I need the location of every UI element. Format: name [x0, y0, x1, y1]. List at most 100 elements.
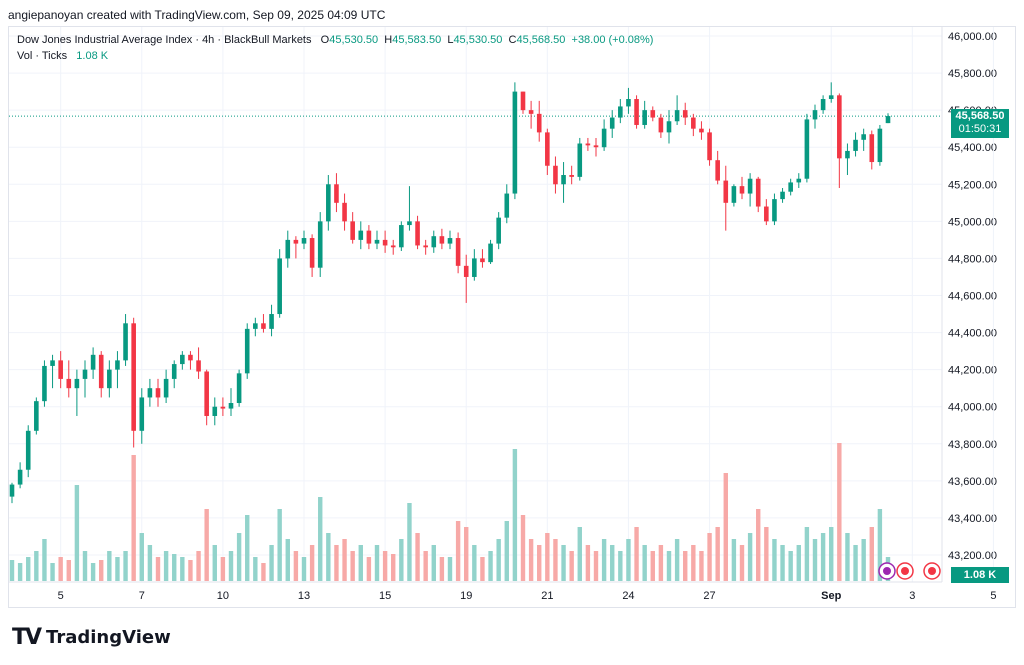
candle-body: [496, 217, 501, 244]
volume-bar: [374, 545, 380, 581]
volume-label[interactable]: Vol · Ticks: [17, 50, 68, 62]
symbol-label[interactable]: Dow Jones Industrial Average Index · 4h …: [17, 34, 312, 46]
candle-body: [691, 117, 696, 129]
volume-bar: [90, 563, 96, 581]
y-tick-label: 43,600.00: [948, 476, 997, 488]
volume-bar: [593, 551, 599, 581]
open-value: 45,530.50: [329, 34, 379, 46]
chart-frame[interactable]: [8, 26, 1016, 608]
candle-body: [220, 406, 226, 409]
candle-body: [188, 354, 193, 361]
y-tick-label: 44,600.00: [948, 291, 997, 303]
volume-bar: [731, 539, 737, 581]
candle-body: [731, 186, 737, 203]
candle-body: [536, 113, 542, 133]
us-flag-event-icon-dot: [928, 567, 936, 575]
candle-body: [415, 221, 420, 246]
candle-body: [715, 160, 720, 181]
volume-bar: [796, 545, 801, 581]
volume-bar: [723, 473, 728, 581]
candle-body: [269, 314, 274, 329]
candle-body: [488, 243, 493, 263]
candle-body: [107, 369, 112, 389]
volume-bar: [131, 455, 136, 581]
candle-body: [334, 184, 339, 203]
volume-bar: [50, 563, 55, 581]
candle-body: [439, 236, 445, 244]
x-tick-label: 13: [298, 590, 310, 602]
candle-body: [480, 258, 485, 263]
candle-body: [601, 128, 607, 148]
tradingview-logo[interactable]: TV TradingView: [12, 625, 171, 650]
high-label: H: [384, 34, 393, 46]
candle-body: [642, 110, 647, 125]
last-price-value: 45,568.50: [955, 110, 1005, 122]
candle-body: [593, 145, 599, 148]
volume-bar: [537, 545, 542, 581]
volume-bar: [829, 527, 834, 581]
candle-body: [50, 360, 55, 366]
volume-bar: [569, 551, 574, 581]
volume-bar: [496, 539, 501, 581]
volume-bar: [788, 551, 793, 581]
candle-body: [845, 150, 850, 159]
volume-bar: [699, 551, 704, 581]
volume-bar: [309, 545, 315, 581]
volume-bar: [853, 545, 858, 581]
volume-bar: [26, 557, 31, 581]
y-tick-label: 44,400.00: [948, 328, 997, 340]
volume-bar: [34, 551, 39, 581]
volume-bar: [342, 539, 347, 581]
volume-bar: [261, 563, 266, 581]
volume-bar: [439, 557, 445, 581]
candle-body: [163, 378, 169, 398]
candle-body: [253, 323, 258, 329]
chart-canvas[interactable]: 43,200.00 43,400.00 43,600.00 43,800.00 44,0…: [0, 0, 1024, 610]
volume-bar: [204, 509, 209, 581]
volume-bar: [99, 560, 104, 581]
volume-bar: [634, 527, 639, 581]
volume-bar: [277, 509, 282, 581]
candle-body: [861, 134, 866, 140]
close-value: 45,568.50: [516, 34, 566, 46]
candle-body: [658, 117, 664, 133]
volume-bar: [431, 545, 436, 581]
candle-body: [350, 221, 355, 240]
y-tick-label: 45,800.00: [948, 68, 997, 80]
candle-body: [553, 165, 558, 185]
volume-bar: [17, 563, 23, 581]
low-value: 45,530.50: [453, 34, 503, 46]
candle-body: [58, 360, 63, 379]
candle-body: [204, 371, 209, 416]
high-value: 45,583.50: [392, 34, 442, 46]
volume-bar: [82, 551, 88, 581]
candle-body: [650, 110, 656, 118]
volume-bar: [228, 551, 234, 581]
volume-bar: [626, 539, 631, 581]
candle-body: [837, 95, 842, 159]
candle-body: [885, 116, 891, 124]
volume-bar: [812, 539, 818, 581]
candle-body: [309, 238, 315, 268]
candle-body: [772, 199, 777, 222]
last-volume-tag: 1.08 K: [951, 567, 1009, 583]
candle-body: [788, 182, 793, 192]
candle-body: [196, 360, 201, 372]
candle-body: [66, 378, 72, 389]
volume-bar: [707, 533, 712, 581]
volume-bar: [334, 545, 339, 581]
y-tick-label: 45,400.00: [948, 142, 997, 154]
volume-bar: [861, 539, 866, 581]
candle-body: [326, 184, 331, 222]
volume-bar: [447, 557, 453, 581]
candle-body: [877, 128, 883, 163]
candle-body: [90, 354, 96, 370]
change-value: +38.00 (+0.08%): [571, 34, 654, 46]
candle-body: [626, 99, 631, 107]
x-tick-label: 7: [139, 590, 145, 602]
volume-bar: [301, 557, 307, 581]
candle-body: [764, 206, 769, 222]
x-tick-label: 5: [990, 590, 996, 602]
volume-bar: [472, 545, 477, 581]
candle-body: [747, 178, 753, 194]
